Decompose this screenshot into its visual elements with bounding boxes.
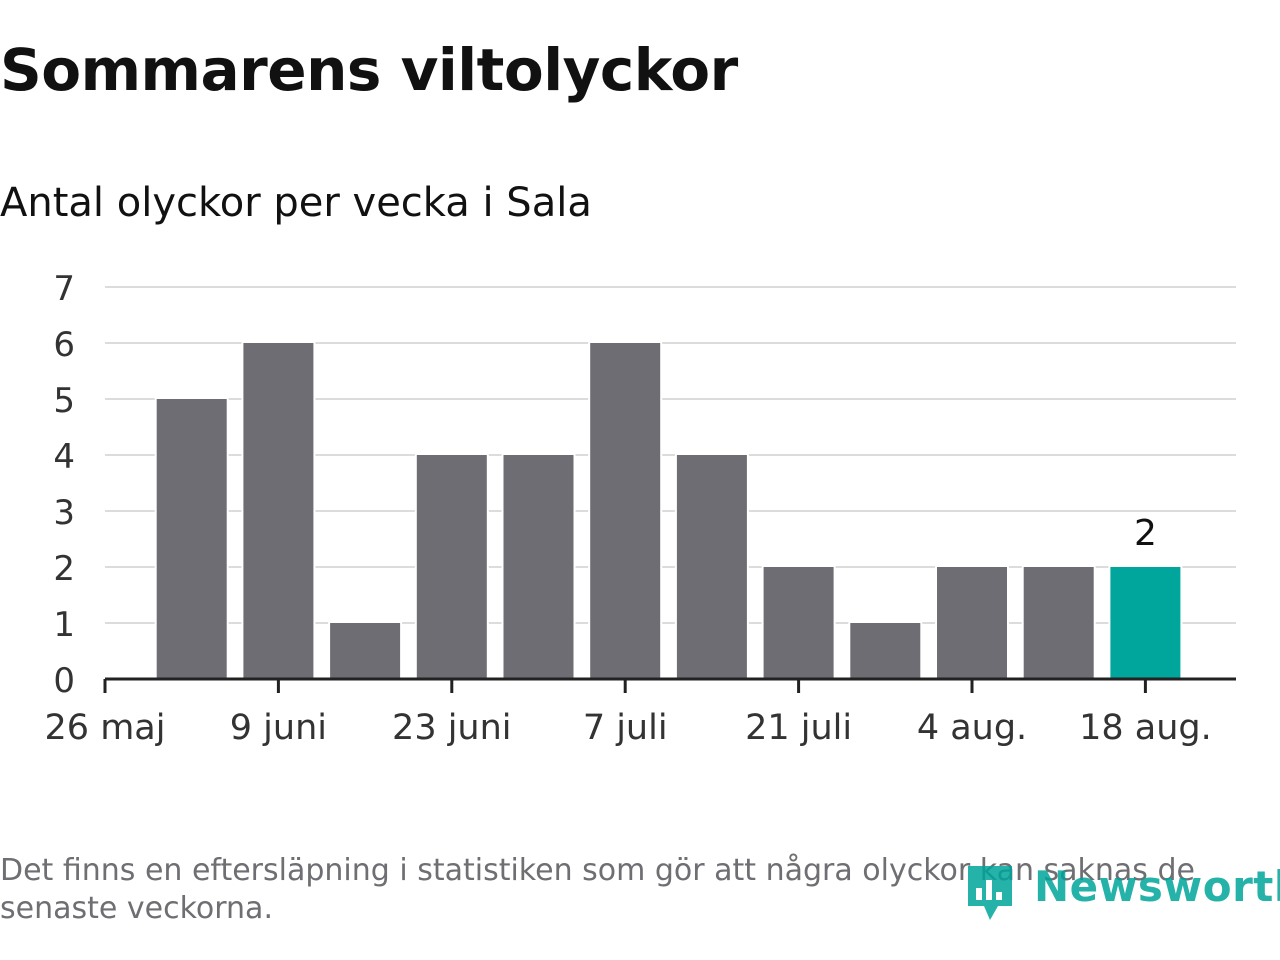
x-axis: 26 maj 9 juni 23 juni 7 juli 21 juli 4 aug. 18… <box>45 677 1236 748</box>
chart-title: Sommarens viltolyckor <box>0 36 738 104</box>
y-tick-label-4: 4 <box>53 437 75 477</box>
newsworthy-logo-icon <box>968 866 1012 920</box>
y-tick-label-1: 1 <box>53 605 75 645</box>
y-tick-label-7: 7 <box>53 269 75 309</box>
x-tick-label-2: 9 juni <box>230 708 327 748</box>
y-tick-label-2: 2 <box>53 549 75 589</box>
bars <box>154 341 1183 681</box>
newsworthy-logo: Newsworthy <box>962 858 1280 928</box>
bar-5 <box>501 453 576 681</box>
newsworthy-logo-text: Newsworthy <box>1034 862 1280 911</box>
bar-8 <box>761 565 836 681</box>
x-tick-label-4: 23 juni <box>392 708 511 748</box>
bar-7 <box>674 453 749 681</box>
y-tick-label-3: 3 <box>53 493 75 533</box>
bar-10 <box>935 565 1009 681</box>
bar-9 <box>848 621 923 681</box>
y-tick-label-6: 6 <box>53 325 75 365</box>
y-axis-ticks: 0 1 2 3 4 5 6 7 <box>53 269 75 701</box>
bar-12 <box>1108 565 1183 681</box>
x-tick-label-12: 18 aug. <box>1079 708 1212 748</box>
bar-chart: 0 1 2 3 4 5 6 7 26 maj 9 juni 23 juni 7 juli 21 jul… <box>45 269 1236 748</box>
x-tick-label-10: 4 aug. <box>917 708 1027 748</box>
x-tick-label-0: 26 maj <box>45 708 166 748</box>
y-tick-label-0: 0 <box>53 661 75 701</box>
bar-1 <box>154 397 229 681</box>
annotations: 2 <box>1134 513 1157 554</box>
y-tick-label-5: 5 <box>53 381 75 421</box>
bar-11 <box>1021 565 1096 681</box>
bar-6 <box>588 341 663 681</box>
bar-2 <box>241 341 316 681</box>
bar-4 <box>414 453 489 681</box>
bar-3 <box>328 621 403 681</box>
data-label-highlight: 2 <box>1134 513 1157 554</box>
chart-subtitle: Antal olyckor per vecka i Sala <box>0 180 592 226</box>
x-tick-label-8: 21 juli <box>745 708 852 748</box>
x-tick-label-6: 7 juli <box>583 708 668 748</box>
